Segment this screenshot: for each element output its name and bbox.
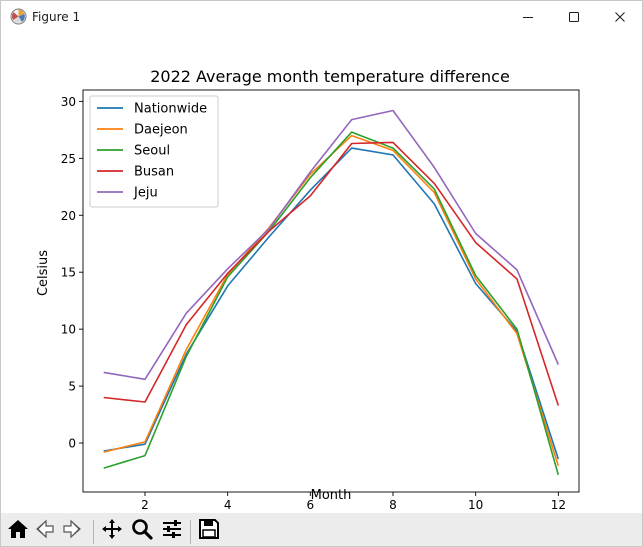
home-icon (7, 518, 29, 544)
y-axis-label: Celsius (36, 250, 51, 296)
y-tick-label: 30 (61, 95, 76, 109)
legend-label: Jeju (133, 186, 158, 201)
x-tick-label: 8 (389, 498, 397, 511)
home-button[interactable] (5, 518, 31, 544)
pan-button[interactable] (99, 518, 125, 544)
navigation-toolbar (1, 513, 642, 546)
y-tick-label: 0 (68, 437, 76, 451)
configure-subplots-button[interactable] (159, 518, 185, 544)
y-tick-label: 5 (68, 380, 76, 394)
legend-box (89, 95, 219, 208)
y-tick-label: 10 (61, 323, 76, 337)
figure-canvas[interactable]: 2022 Average month temperature differenc… (1, 33, 642, 512)
title-bar: Figure 1 (1, 1, 642, 33)
series-line-seoul (103, 131, 560, 476)
maximize-icon (568, 8, 580, 27)
y-tick-label: 25 (61, 152, 76, 166)
axes-frame (82, 89, 580, 493)
configure-subplots-icon (161, 518, 183, 544)
series-line-jeju (103, 109, 560, 381)
x-tick-label: 6 (307, 498, 315, 511)
maximize-button[interactable] (551, 1, 597, 33)
minimize-icon (522, 8, 534, 27)
minimize-button[interactable] (505, 1, 551, 33)
matplotlib-figure-icon (10, 8, 27, 25)
legend-label: Busan (134, 165, 174, 180)
pan-icon (101, 518, 123, 544)
zoom-button[interactable] (129, 518, 155, 544)
back-arrow-icon (34, 518, 56, 544)
save-icon (198, 518, 220, 544)
chart-title: 2022 Average month temperature differenc… (150, 67, 510, 86)
zoom-icon (131, 518, 153, 544)
toolbar-separator (190, 520, 191, 544)
close-icon (614, 8, 626, 27)
x-tick-label: 10 (468, 498, 483, 511)
x-tick-label: 4 (224, 498, 232, 511)
series-line-busan (103, 141, 560, 406)
legend-label: Daejeon (134, 123, 188, 138)
legend-label: Nationwide (134, 102, 207, 117)
forward-button[interactable] (59, 518, 85, 544)
x-axis-label: Month (311, 488, 352, 503)
y-tick-label: 15 (61, 266, 76, 280)
x-tick-label: 12 (551, 498, 566, 511)
legend-label: Seoul (134, 144, 170, 159)
line-chart: 2022 Average month temperature differenc… (36, 67, 580, 512)
toolbar-separator (93, 520, 94, 544)
save-button[interactable] (196, 518, 222, 544)
legend: Nationwide Daejeon Seoul Busan Jeju (89, 95, 219, 208)
forward-arrow-icon (61, 518, 83, 544)
window-title: Figure 1 (32, 10, 81, 24)
close-button[interactable] (597, 1, 643, 33)
back-button[interactable] (32, 518, 58, 544)
y-tick-label: 20 (61, 209, 76, 223)
x-tick-label: 2 (141, 498, 149, 511)
